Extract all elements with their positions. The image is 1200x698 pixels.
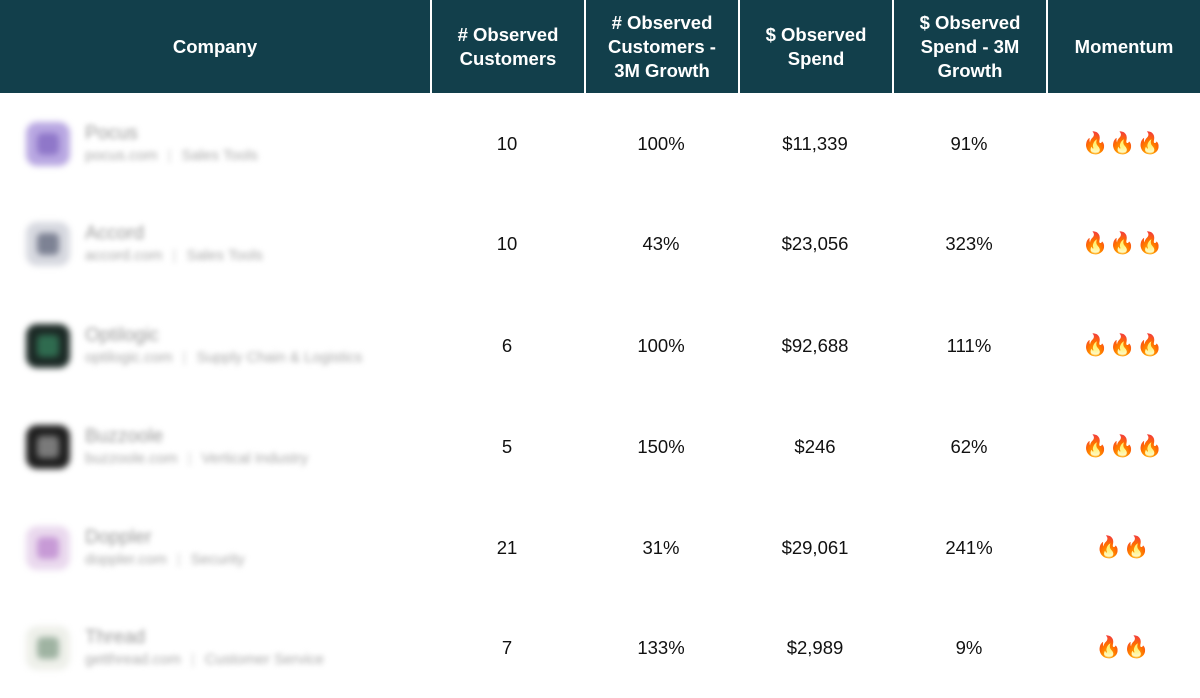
company-meta: pocus.com | Sales Tools <box>85 146 258 166</box>
observed-customers-cell: 5 <box>501 435 513 457</box>
observed-spend-cell: $246 <box>794 435 836 457</box>
observed-spend-cell: $23,056 <box>781 232 849 254</box>
observed-spend-growth-cell: 9% <box>955 636 983 658</box>
company-domain[interactable]: pocus.com <box>85 146 158 164</box>
observed-spend-growth-cell: 111% <box>946 334 992 356</box>
observed-spend-cell: $92,688 <box>781 334 849 356</box>
company-category: Sales Tools <box>181 146 258 164</box>
observed-spend-growth-cell: 91% <box>950 132 988 154</box>
company-meta: doppler.com | Security <box>85 550 245 570</box>
company-domain[interactable]: getthread.com <box>85 650 181 668</box>
column-header-observed-spend[interactable]: $ Observed Spend <box>738 0 892 93</box>
table-row[interactable]: Pocus pocus.com | Sales Tools 10 100% $11,339 9… <box>0 93 1200 194</box>
company-category: Security <box>190 550 245 568</box>
company-category: Sales Tools <box>186 246 263 264</box>
observed-spend-cell: $29,061 <box>781 536 849 558</box>
meta-separator: | <box>187 449 192 467</box>
observed-spend-cell: $2,989 <box>786 636 844 658</box>
meta-separator: | <box>176 550 181 568</box>
company-domain[interactable]: accord.com <box>85 246 163 264</box>
company-category: Vertical Industry <box>201 449 309 467</box>
observed-customers-cell: 21 <box>496 536 518 558</box>
company-info: Thread getthread.com | Customer Service <box>85 626 324 670</box>
momentum-fire-icon: 🔥🔥🔥 <box>1082 131 1164 155</box>
company-logo-icon <box>26 625 70 670</box>
company-name[interactable]: Thread <box>85 626 146 648</box>
company-logo-mark <box>37 536 59 559</box>
observed-customers-growth-cell: 133% <box>637 636 685 658</box>
observed-customers-cell: 10 <box>496 232 518 254</box>
observed-spend-cell: $11,339 <box>782 132 848 154</box>
column-header-observed-customers[interactable]: # Observed Customers <box>430 0 584 93</box>
company-domain[interactable]: doppler.com <box>85 550 167 568</box>
table-row[interactable]: Thread getthread.com | Customer Service 7 133… <box>0 597 1200 698</box>
observed-customers-growth-cell: 43% <box>642 232 680 254</box>
company-logo-mark <box>37 636 59 659</box>
momentum-fire-icon: 🔥🔥 <box>1095 635 1151 659</box>
company-meta: optilogic.com | Supply Chain & Logistics <box>85 348 362 368</box>
meta-separator: | <box>172 246 177 264</box>
table-row[interactable]: Accord accord.com | Sales Tools 10 43% $23,056… <box>0 193 1200 294</box>
company-meta: accord.com | Sales Tools <box>85 246 263 266</box>
observed-customers-growth-cell: 31% <box>642 536 680 558</box>
column-header-observed-customers-growth[interactable]: # Observed Customers - 3M Growth <box>584 0 738 93</box>
meta-separator: | <box>182 348 187 366</box>
company-domain[interactable]: optilogic.com <box>85 348 173 366</box>
observed-customers-cell: 10 <box>496 132 518 154</box>
company-logo-icon <box>26 424 70 469</box>
momentum-fire-icon: 🔥🔥🔥 <box>1082 231 1164 255</box>
momentum-fire-icon: 🔥🔥🔥 <box>1082 434 1164 458</box>
column-header-observed-spend-growth[interactable]: $ Observed Spend - 3M Growth <box>892 0 1046 93</box>
company-cell[interactable]: Pocus pocus.com | Sales Tools <box>0 93 430 194</box>
company-logo-mark <box>37 232 59 255</box>
table-row[interactable]: Doppler doppler.com | Security 21 31% $29,061 2… <box>0 497 1200 598</box>
table-row[interactable]: Buzzoole buzzoole.com | Vertical Industry 5 1… <box>0 396 1200 497</box>
company-info: Accord accord.com | Sales Tools <box>85 222 263 266</box>
company-name[interactable]: Buzzoole <box>85 425 164 447</box>
observed-customers-cell: 7 <box>501 636 513 658</box>
observed-customers-growth-cell: 100% <box>637 132 685 154</box>
company-logo-icon <box>26 323 70 368</box>
company-info: Optilogic optilogic.com | Supply Chain & Lo… <box>85 324 362 368</box>
observed-spend-growth-cell: 323% <box>945 232 993 254</box>
momentum-fire-icon: 🔥🔥🔥 <box>1082 333 1164 357</box>
company-info: Buzzoole buzzoole.com | Vertical Industry <box>85 425 308 469</box>
company-name[interactable]: Optilogic <box>85 324 159 346</box>
company-name[interactable]: Doppler <box>85 526 152 548</box>
observed-customers-growth-cell: 150% <box>637 435 685 457</box>
meta-separator: | <box>190 650 195 668</box>
company-cell[interactable]: Thread getthread.com | Customer Service <box>0 597 430 698</box>
company-name[interactable]: Pocus <box>85 122 138 144</box>
company-domain[interactable]: buzzoole.com <box>85 449 178 467</box>
column-header-momentum[interactable]: Momentum <box>1046 0 1200 93</box>
company-info: Pocus pocus.com | Sales Tools <box>85 122 258 166</box>
company-logo-icon <box>26 221 70 266</box>
company-meta: getthread.com | Customer Service <box>85 650 324 670</box>
company-cell[interactable]: Buzzoole buzzoole.com | Vertical Industry <box>0 396 430 497</box>
observed-spend-growth-cell: 62% <box>950 435 988 457</box>
company-logo-icon <box>26 525 70 570</box>
company-logo-icon <box>26 121 70 166</box>
company-info: Doppler doppler.com | Security <box>85 526 245 570</box>
company-meta: buzzoole.com | Vertical Industry <box>85 449 308 469</box>
observed-spend-growth-cell: 241% <box>945 536 993 558</box>
company-logo-mark <box>37 132 59 155</box>
company-cell[interactable]: Optilogic optilogic.com | Supply Chain & Lo… <box>0 295 430 396</box>
table-row[interactable]: Optilogic optilogic.com | Supply Chain & Lo… <box>0 295 1200 396</box>
observed-customers-cell: 6 <box>501 334 513 356</box>
company-cell[interactable]: Accord accord.com | Sales Tools <box>0 193 430 294</box>
company-category: Customer Service <box>204 650 324 668</box>
column-header-company[interactable]: Company <box>172 35 258 57</box>
company-name[interactable]: Accord <box>85 222 145 244</box>
company-logo-mark <box>37 435 59 458</box>
company-logo-mark <box>37 334 59 357</box>
table-header: Company # Observed Customers # Observed … <box>0 0 1200 93</box>
company-cell[interactable]: Doppler doppler.com | Security <box>0 497 430 598</box>
meta-separator: | <box>167 146 172 164</box>
momentum-fire-icon: 🔥🔥 <box>1095 535 1151 559</box>
observed-customers-growth-cell: 100% <box>637 334 685 356</box>
company-category: Supply Chain & Logistics <box>196 348 363 366</box>
